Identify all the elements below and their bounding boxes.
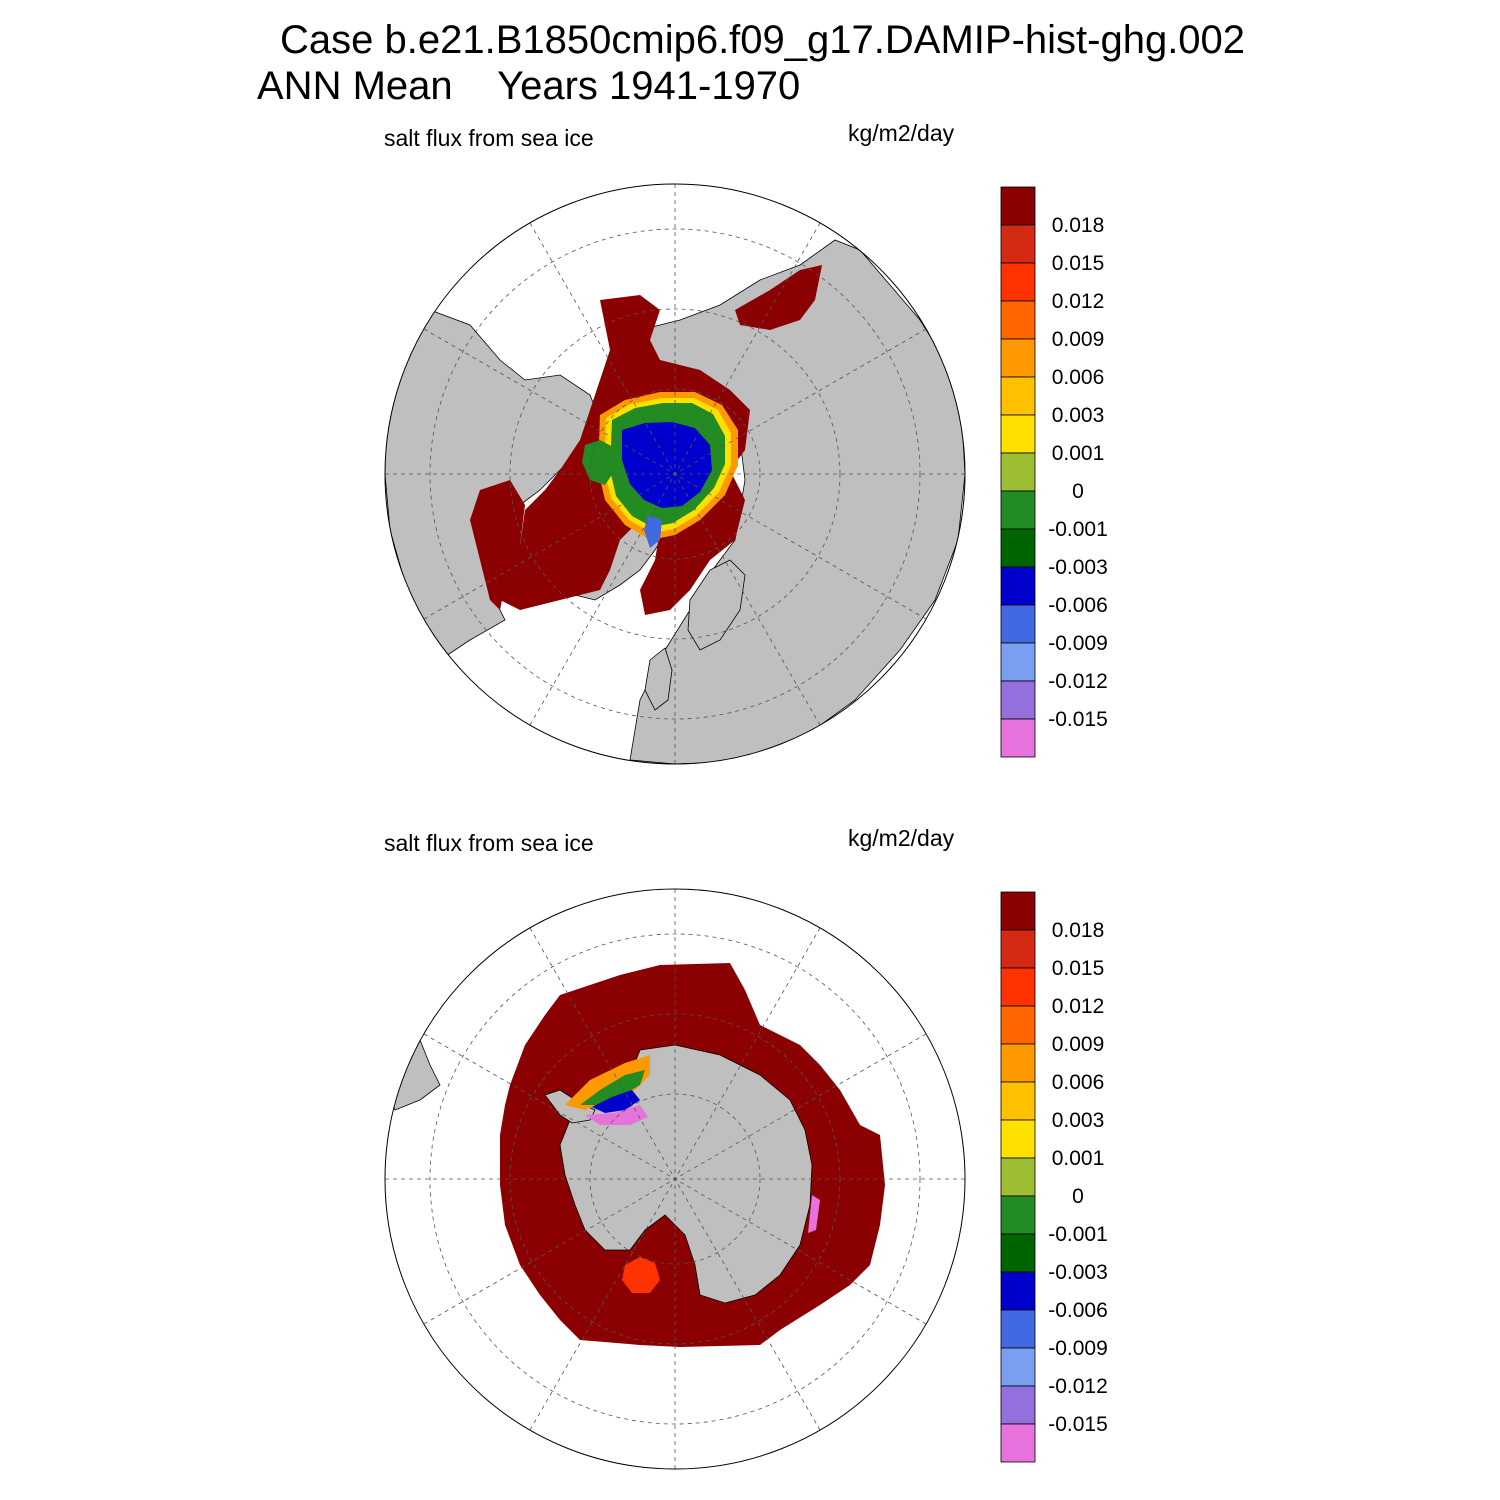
south-colorbar-swatch [1000, 1385, 1036, 1425]
north-colorbar-label: -0.001 [1048, 518, 1108, 541]
north-colorbar-swatch [1000, 376, 1036, 416]
south-weddell-pink [585, 1105, 648, 1125]
north-colorbar-label: 0.009 [1052, 328, 1105, 351]
south-colorbar-label: 0 [1072, 1185, 1084, 1208]
north-colorbar-label: -0.015 [1048, 708, 1108, 731]
north-colorbar-swatch [1000, 642, 1036, 682]
north-map-contents [385, 184, 965, 764]
north-flux-blue-core [622, 422, 712, 508]
north-positive-flux-okhotsk [735, 265, 822, 330]
south-graticule [385, 889, 965, 1469]
south-colorbar-swatch [1000, 1233, 1036, 1273]
north-colorbar-label: 0.003 [1052, 404, 1105, 427]
south-field-title: salt flux from sea ice [384, 830, 594, 856]
north-colorbar-label: 0.018 [1052, 214, 1105, 237]
north-colorbar-label: 0.001 [1052, 442, 1105, 465]
season-years-title: ANN Mean Years 1941-1970 [257, 64, 800, 109]
north-positive-flux-hudson [470, 480, 525, 610]
south-colorbar-swatch [1000, 1043, 1036, 1083]
north-colorbar-swatch [1000, 224, 1036, 264]
south-colorbar-swatch [1000, 1119, 1036, 1159]
south-ross-orange-patch [622, 1257, 660, 1293]
south-colorbar-label: -0.009 [1048, 1337, 1108, 1360]
north-colorbar-swatch [1000, 338, 1036, 378]
season-label: ANN Mean [257, 64, 453, 108]
south-colorbar-label: -0.015 [1048, 1413, 1108, 1436]
south-colorbar-label: 0.015 [1052, 957, 1105, 980]
north-units-label: kg/m2/day [848, 120, 955, 146]
south-colorbar-label: -0.001 [1048, 1223, 1108, 1246]
south-coast-pink-east [808, 1195, 820, 1233]
north-colorbar-swatch [1000, 604, 1036, 644]
north-colorbar-swatch [1000, 718, 1036, 758]
south-colorbar-swatch [1000, 1081, 1036, 1121]
north-colorbar-label: 0 [1072, 480, 1084, 503]
south-colorbar-label: 0.001 [1052, 1147, 1105, 1170]
south-weddell-orange [565, 1055, 650, 1110]
north-colorbar-label: -0.012 [1048, 670, 1108, 693]
scandinavia-land [687, 559, 746, 651]
south-units-label: kg/m2/day [848, 825, 955, 851]
south-colorbar-swatch [1000, 1157, 1036, 1197]
uk-land [644, 647, 673, 711]
south-map-contents [385, 889, 965, 1469]
south-weddell-green [580, 1070, 645, 1105]
south-colorbar-swatch [1000, 1309, 1036, 1349]
north-colorbar-label: -0.003 [1048, 556, 1108, 579]
north-colorbar-label: -0.006 [1048, 594, 1108, 617]
north-colorbar-swatch [1000, 452, 1036, 492]
north-colorbar-label: 0.015 [1052, 252, 1105, 275]
north-colorbar-label: 0.012 [1052, 290, 1105, 313]
south-colorbar-label: 0.006 [1052, 1071, 1105, 1094]
north-colorbar-swatch [1000, 566, 1036, 606]
north-colorbar-label: 0.006 [1052, 366, 1105, 389]
south-colorbar-label: -0.003 [1048, 1261, 1108, 1284]
south-colorbar-swatch [1000, 891, 1036, 931]
south-map-border [384, 888, 966, 1470]
north-polar-map-panel: 0.018 0.015 0.012 0.009 0.006 0.003 0.001 0 -0.0… [384, 183, 1108, 765]
north-colorbar-swatch [1000, 528, 1036, 568]
north-colorbar-swatch [1000, 414, 1036, 454]
north-colorbar-swatch [1000, 300, 1036, 340]
south-colorbar-label: 0.003 [1052, 1109, 1105, 1132]
years-label: Years 1941-1970 [497, 64, 801, 108]
north-colorbar-label: -0.009 [1048, 632, 1108, 655]
case-title: Case b.e21.B1850cmip6.f09_g17.DAMIP-hist… [280, 18, 1246, 62]
south-colorbar-label: 0.009 [1052, 1033, 1105, 1056]
south-colorbar-label: -0.012 [1048, 1375, 1108, 1398]
south-colorbar: 0.018 0.015 0.012 0.009 0.006 0.003 0.001 0 -0.0… [1000, 891, 1108, 1463]
north-graticule [385, 184, 965, 764]
north-flux-blue-strip [644, 515, 662, 548]
north-colorbar-swatch [1000, 490, 1036, 530]
south-colorbar-label: 0.018 [1052, 919, 1105, 942]
north-map-border [384, 183, 966, 765]
north-colorbar-swatch [1000, 186, 1036, 226]
north-colorbar-swatch [1000, 680, 1036, 720]
south-colorbar-swatch [1000, 1195, 1036, 1235]
south-colorbar-swatch [1000, 1347, 1036, 1387]
south-colorbar-swatch [1000, 929, 1036, 969]
north-field-title: salt flux from sea ice [384, 125, 594, 151]
north-colorbar-swatch [1000, 262, 1036, 302]
south-colorbar-label: 0.012 [1052, 995, 1105, 1018]
south-colorbar-swatch [1000, 1005, 1036, 1045]
south-weddell-blue [592, 1090, 640, 1113]
south-colorbar-swatch [1000, 1271, 1036, 1311]
south-colorbar-swatch [1000, 967, 1036, 1007]
south-colorbar-swatch [1000, 1423, 1036, 1463]
south-colorbar-label: -0.006 [1048, 1299, 1108, 1322]
south-polar-map-panel: 0.018 0.015 0.012 0.009 0.006 0.003 0.001 0 -0.0… [384, 888, 1108, 1470]
north-colorbar: 0.018 0.015 0.012 0.009 0.006 0.003 0.001 0 -0.0… [1000, 186, 1108, 758]
